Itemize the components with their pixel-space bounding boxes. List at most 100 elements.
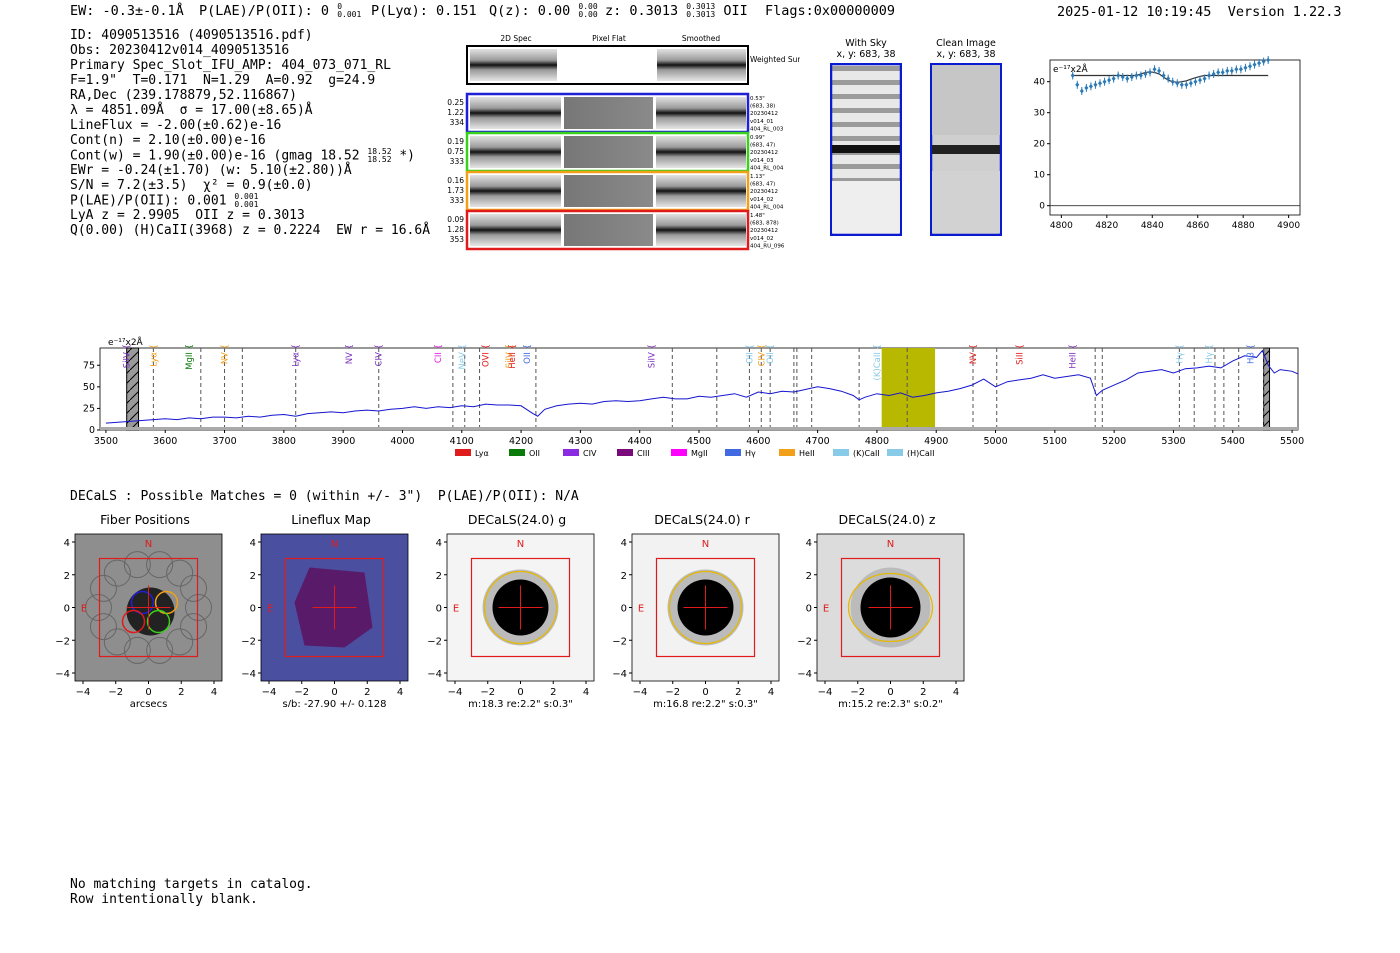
decals-caption-0: arcsecs: [130, 699, 168, 707]
zoom-xtick-label-4: 4880: [1232, 221, 1255, 231]
zoom-point-12: [1125, 76, 1130, 82]
decals-panel-0: Fiber Positions N E −4 −4 −2 −2 0 0 2 2 4 4 arcsecs: [50, 512, 223, 712]
zoom-point-32: [1216, 69, 1221, 75]
spectrum-line-label-23: Hβ {: [1247, 344, 1257, 364]
info-block: ID: 4090513516 (4090513516.pdf) Obs: 202…: [70, 28, 430, 238]
zoom-point-29: [1202, 76, 1207, 82]
spectrum-line-label-13: SiIV {: [648, 344, 658, 368]
cutout-right-label-1-0: 0.99": [750, 135, 765, 141]
cutout-pixelflat-0: [564, 97, 653, 129]
zoom-ytick-label-3: 30: [1034, 109, 1046, 119]
decals-ytick-label-0-0: −4: [55, 669, 70, 680]
fiber-outer-13: [180, 574, 208, 602]
cutout-left-label-2-2: 333: [450, 196, 465, 205]
cutout-right-label-1-3: v014_03: [750, 158, 774, 164]
col-header-2dspec: 2D Spec: [500, 34, 531, 43]
info-sn: S/N = 7.2(±3.5) χ² = 0.9(±0.0): [70, 178, 313, 193]
zoom-xtick-label-3: 4860: [1186, 221, 1209, 231]
spectrum-legend-label-5: Hγ: [745, 449, 756, 458]
spectrum-line-label-12: OII {: [523, 344, 533, 364]
spectrum-xtick-label-17: 5200: [1102, 436, 1126, 447]
spectrum-line-label-11: HeII {: [508, 344, 518, 369]
fiber-outer-12: [166, 559, 194, 587]
decals-panel-image-2: N E −4 −4 −2 −2 0 0 2 2 4 4 m:18.3 re:2.2" s:0.3": [427, 533, 595, 707]
cutout-left-label-3-2: 353: [450, 235, 465, 244]
zoom-point-42: [1261, 59, 1266, 65]
zoom-point-19: [1157, 68, 1162, 74]
zoom-xtick-label-2: 4840: [1141, 221, 1164, 231]
decals-panel-1: Lineflux Map N E −4 −4 −2 −2 0 0 2 2 4 4 s/b: -27.90 …: [236, 512, 409, 712]
spectrum-xtick-label-19: 5400: [1221, 436, 1245, 447]
cutout-left-label-1-0: 0.19: [447, 137, 464, 146]
decals-ytick-label-4-0: −4: [797, 669, 812, 680]
zoom-point-25: [1184, 82, 1189, 88]
decals-box-2: [470, 557, 571, 658]
zoom-point-41: [1257, 60, 1262, 66]
zoom-point-23: [1175, 80, 1180, 86]
compass-e-4: E: [823, 604, 829, 615]
cutout-smoothed-3: [656, 214, 746, 246]
decals-caption-4: m:15.2 re:2.3" s:0.2": [838, 699, 943, 707]
compass-n-2: N: [517, 539, 524, 550]
cutout-right-label-2-2: 20230412: [750, 189, 778, 195]
spectrum-xtick-label-7: 4200: [509, 436, 533, 447]
spectrum-band-1: [881, 348, 936, 430]
cutout-right-label-0-4: 404_RL_003: [750, 126, 784, 132]
spectrum-xtick-label-13: 4800: [865, 436, 889, 447]
zoom-point-6: [1098, 80, 1102, 86]
cutout-right-label-3-4: 404_RU_096: [750, 243, 785, 249]
decals-xtick-label-3-2: 0: [702, 687, 708, 698]
spectrum-legend-label-8: (H)CaII: [907, 449, 934, 458]
zoom-point-8: [1107, 77, 1112, 83]
spectrum-xtick-label-0: 3500: [94, 436, 118, 447]
info-slot: Primary Spec_Slot_IFU_AMP: 404_073_071_R…: [70, 58, 391, 73]
zoom-point-35: [1229, 68, 1234, 74]
clean-image-title: Clean Image x, y: 683, 38: [936, 38, 996, 60]
fiber-circle-2: [146, 609, 171, 634]
zoom-point-30: [1207, 73, 1212, 78]
spectrum-unit-label: e⁻¹⁷x2Å: [108, 336, 144, 348]
zoom-point-18: [1152, 66, 1157, 72]
spectrum-axes-frame: [99, 347, 1299, 431]
decals-box-4: [840, 557, 941, 658]
spectrum-legend-swatch-8: [887, 449, 903, 456]
fiber-outer-9: [103, 559, 131, 587]
spectrum-legend-label-2: CIV: [583, 449, 597, 458]
spectrum-ytick-label-3: 75: [83, 360, 95, 371]
spectrum-legend-label-4: MgII: [691, 449, 708, 458]
spectrum-line-label-16: OII {: [766, 344, 776, 364]
zoom-point-24: [1179, 82, 1184, 88]
info-radec: RA,Dec (239.178879,52.116867): [70, 88, 297, 103]
header-plya: P(Lyα): 0.151: [371, 3, 477, 19]
decals-ytick-label-2-3: 2: [436, 571, 442, 582]
spectrum-line-label-4: Lyα {: [292, 344, 302, 367]
info-lineflux: LineFlux = -2.00(±0.62)e-16: [70, 118, 282, 133]
cutout-right-label-1-4: 404_RL_004: [750, 165, 784, 171]
spectrum-legend-swatch-0: [455, 449, 471, 456]
zoom-point-34: [1225, 68, 1230, 74]
zoom-point-20: [1161, 73, 1166, 78]
decals-ytick-label-2-1: −2: [427, 636, 442, 647]
spectrum-legend-swatch-7: [833, 449, 849, 456]
info-plae: P(LAE)/P(OII): 0.001 0.001 0.001: [70, 192, 259, 209]
cutout-right-label-2-3: v014_02: [750, 197, 774, 203]
compass-e-1: E: [267, 604, 273, 615]
zoom-point-37: [1238, 66, 1243, 72]
decals-xtick-label-1-4: 4: [397, 687, 403, 698]
decals-xtick-label-1-0: −4: [262, 687, 277, 698]
decals-ytick-label-1-0: −4: [241, 669, 256, 680]
spectrum-legend-label-3: CIII: [637, 449, 650, 458]
with-sky-image: [830, 63, 902, 236]
zoom-point-10: [1116, 73, 1121, 78]
decals-ytick-label-1-2: 0: [250, 604, 256, 615]
weighted-sum-2dspec: [470, 49, 557, 81]
zoom-point-28: [1198, 77, 1202, 83]
spectrum-legend-label-1: OII: [529, 449, 540, 458]
spectrum-legend-swatch-6: [779, 449, 795, 456]
decals-ytick-label-3-1: −2: [612, 636, 627, 647]
spectrum-line-label-15: CIV {: [757, 344, 767, 366]
cutout-right-label-2-0: 1.13": [750, 174, 765, 180]
decals-ytick-label-2-2: 0: [436, 604, 442, 615]
spectrum-xtick-label-5: 4000: [390, 436, 414, 447]
decals-ytick-label-0-2: 0: [64, 604, 70, 615]
